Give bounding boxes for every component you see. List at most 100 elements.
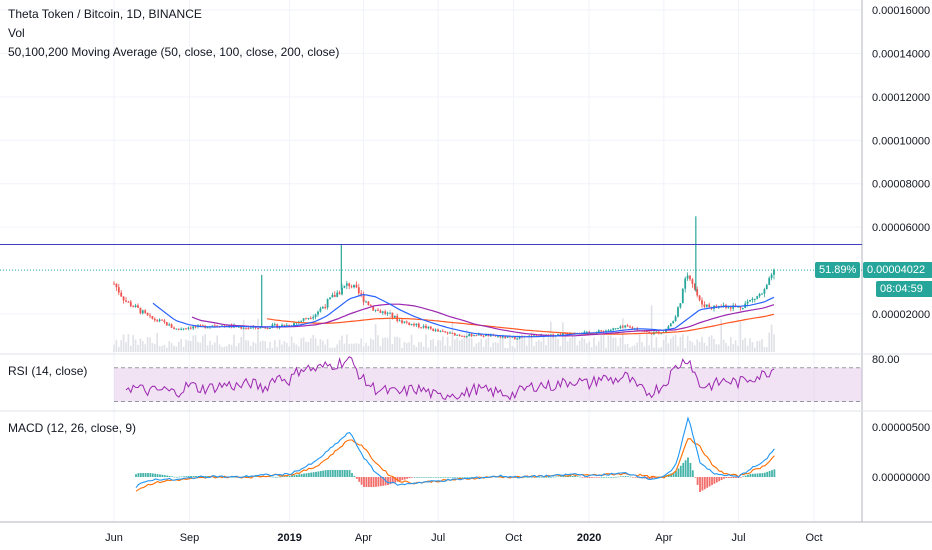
candle-body — [283, 324, 286, 326]
macd-histogram-bar — [684, 460, 687, 477]
volume-bar — [355, 343, 358, 352]
macd-histogram-bar — [754, 473, 757, 477]
volume-bar — [295, 344, 298, 352]
macd-histogram-bar — [168, 475, 171, 477]
volume-bar — [739, 321, 742, 352]
volume-bar — [734, 340, 737, 352]
volume-bar — [732, 344, 734, 352]
macd-histogram-bar — [720, 477, 723, 480]
volume-bar — [170, 343, 173, 352]
macd-histogram-bar — [547, 477, 550, 478]
candle-body — [134, 305, 137, 307]
macd-histogram-bar — [185, 476, 188, 477]
volume-bar — [331, 347, 334, 352]
price-axis-tick-label: 0.00010000 — [872, 135, 930, 147]
macd-histogram-bar — [682, 462, 685, 477]
candle-body — [312, 316, 315, 319]
candle-body — [389, 312, 391, 314]
candle-body — [194, 326, 197, 328]
macd-histogram-bar — [283, 476, 286, 477]
volume-bar — [530, 332, 533, 352]
macd-histogram-bar — [269, 476, 272, 478]
candle-body — [446, 332, 449, 334]
volume-bar — [737, 345, 739, 352]
volume-bar — [619, 337, 622, 352]
volume-bar — [370, 338, 372, 352]
volume-bar — [598, 341, 600, 352]
volume-bar — [185, 339, 187, 352]
volume-bar — [444, 345, 446, 352]
volume-bar — [617, 346, 619, 352]
candle-body — [609, 329, 612, 331]
macd-histogram-bar — [156, 474, 159, 477]
macd-histogram-bar — [576, 476, 579, 477]
candle-body — [684, 278, 687, 289]
macd-histogram-bar — [579, 476, 581, 478]
candle-body — [151, 316, 154, 319]
volume-bar — [278, 339, 281, 352]
volume-bar — [458, 340, 461, 352]
volume-bar — [713, 338, 715, 352]
candle-body — [516, 338, 519, 340]
volume-bar — [420, 342, 422, 352]
macd-histogram-bar — [183, 476, 185, 477]
macd-histogram-bar — [773, 469, 776, 477]
volume-bar — [434, 346, 437, 352]
volume-bar — [209, 340, 211, 352]
candle-body — [648, 331, 651, 334]
volume-bar — [242, 319, 245, 352]
volume-bar — [586, 343, 588, 352]
candle-body — [281, 324, 283, 327]
volume-bar — [372, 339, 374, 352]
macd-histogram-bar — [461, 477, 464, 478]
percent-change-badge: 51.89% — [815, 262, 861, 278]
macd-histogram-bar — [439, 477, 442, 478]
volume-bar — [142, 341, 144, 352]
macd-histogram-bar — [295, 474, 298, 477]
macd-histogram-bar — [305, 473, 308, 477]
volume-bar — [626, 343, 629, 352]
candle-body — [679, 303, 682, 308]
candle-body — [393, 315, 396, 318]
candle-body — [677, 307, 679, 317]
volume-bar — [137, 344, 139, 352]
volume-bar — [667, 343, 670, 352]
candle-body — [480, 333, 483, 336]
volume-bar — [672, 336, 674, 352]
volume-bar — [130, 345, 132, 352]
volume-bar — [718, 344, 720, 352]
rsi-axis-tick-label: 80.00 — [872, 354, 900, 366]
candle-body — [499, 336, 502, 338]
volume-bar — [182, 346, 185, 352]
volume-bar — [168, 341, 170, 352]
macd-histogram-bar — [375, 477, 377, 487]
macd-histogram-bar — [137, 473, 140, 477]
volume-bar — [564, 336, 566, 352]
candle-body — [655, 331, 658, 333]
volume-bar — [422, 346, 425, 352]
candle-body — [391, 312, 394, 318]
macd-line — [135, 416, 775, 489]
candle-body — [237, 326, 240, 328]
candle-body — [187, 327, 190, 329]
volume-bar — [305, 341, 307, 352]
volume-bar — [113, 344, 115, 352]
candle-body — [343, 285, 346, 288]
volume-bar — [288, 346, 290, 352]
volume-bar — [396, 336, 398, 352]
volume-bar — [478, 342, 480, 352]
macd-histogram-bar — [437, 477, 440, 478]
macd-histogram-bar — [159, 474, 161, 477]
candle-body — [314, 314, 317, 317]
macd-histogram-bar — [379, 477, 382, 487]
volume-bar — [715, 344, 718, 352]
volume-bar — [588, 341, 590, 352]
volume-bar — [341, 335, 343, 352]
volume-bar — [146, 337, 149, 352]
macd-histogram-bar — [204, 476, 207, 477]
candle-body — [122, 296, 125, 301]
volume-bar — [235, 346, 238, 352]
volume-bar — [413, 344, 415, 352]
macd-histogram-bar — [675, 471, 677, 477]
